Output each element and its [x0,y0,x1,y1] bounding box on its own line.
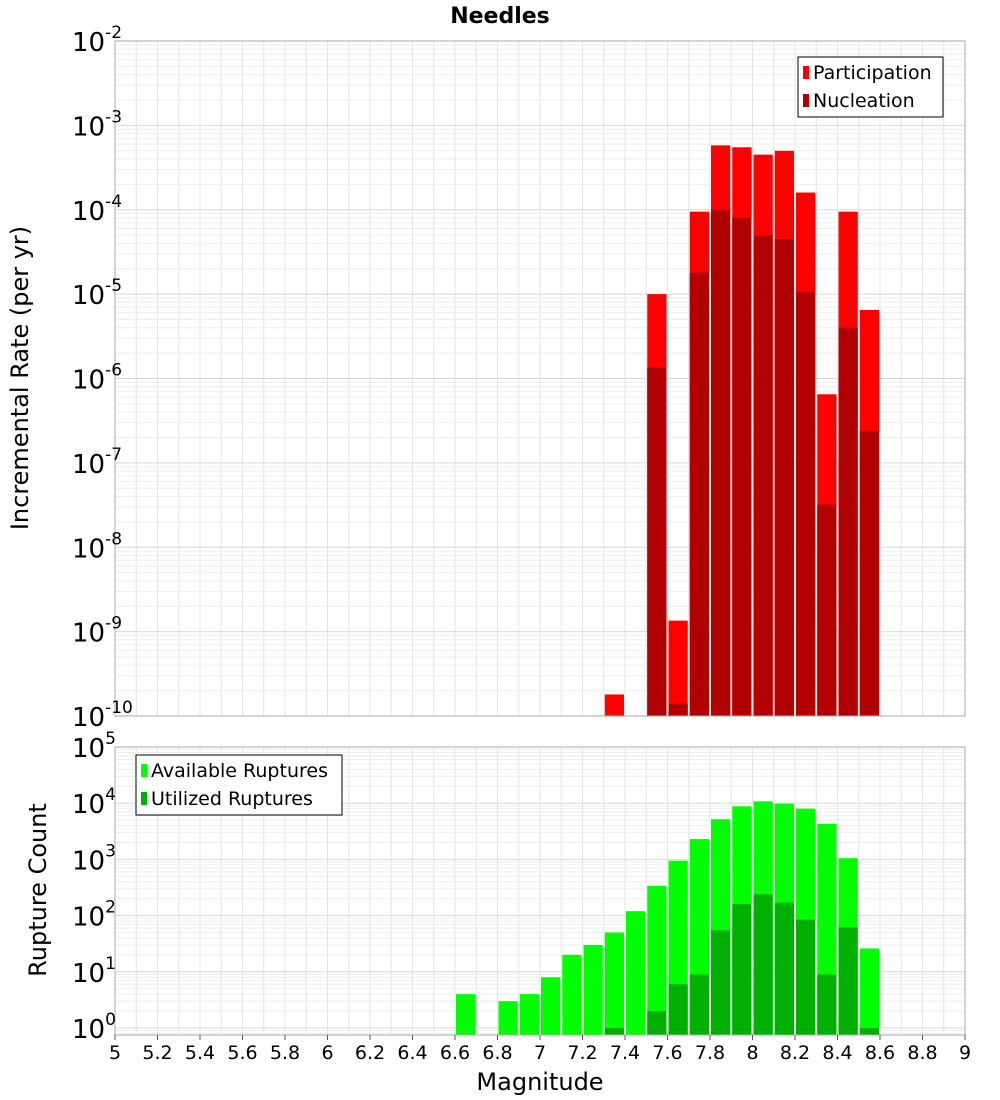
rate-bar [774,239,794,716]
count-bar [753,894,773,1035]
x-tick-label: 6 [321,1042,333,1064]
rate-legend-swatch [803,94,809,107]
rate-bar [668,620,688,716]
rate-y-tick-label: 10-8 [72,529,122,564]
x-tick-label: 7 [534,1042,546,1064]
x-tick-label: 7.8 [695,1042,725,1064]
rate-y-tick-label: 10-5 [72,276,122,311]
count-bar [541,977,561,1035]
rate-bar [732,217,752,716]
count-bar [583,944,603,1035]
count-legend: Available Ruptures Utilized Ruptures [135,754,343,816]
count-bar [817,974,837,1035]
count-bar [859,1027,879,1035]
count-bar [647,885,667,1035]
rate-bar [647,367,667,716]
count-series-secondary [604,894,879,1035]
count-bar [689,974,709,1035]
count-bar [562,954,582,1035]
x-tick-label: 8.2 [780,1042,810,1064]
rate-bar [689,272,709,716]
count-legend-box [135,754,343,816]
rate-series-secondary [647,209,879,716]
x-axis-label: Magnitude [476,1068,603,1096]
rate-legend-label: Participation [813,62,932,84]
rate-bar [838,327,858,716]
count-bar [604,1027,624,1035]
count-legend-swatch [141,764,147,777]
x-tick-label: 7.2 [567,1042,597,1064]
count-y-tick-label: 100 [72,1010,116,1045]
x-tick-label: 8.8 [907,1042,937,1064]
rate-legend-box [797,56,944,118]
count-y-tick-label: 104 [72,785,116,820]
count-bar [838,927,858,1035]
chart-title: Needles [450,4,550,29]
x-tick-label: 7.4 [610,1042,640,1064]
x-tick-label: 6.4 [397,1042,427,1064]
count-bar [456,994,476,1035]
count-bar [668,984,688,1035]
bottom-y-axis-label: Rupture Count [24,803,52,977]
x-tick-label: 8.4 [822,1042,852,1064]
x-tick-labels: 5 5.2 5.4 5.6 5.8 6 6.2 6.4 6.6 6.8 7 7.2 7.4 7.6 7.8 8… [109,1035,971,1064]
count-bar [626,911,646,1035]
count-bar [604,932,624,1035]
top-y-axis-label: Incremental Rate (per yr) [6,226,34,530]
x-tick-label: 6.6 [440,1042,470,1064]
count-bar [519,994,539,1035]
count-legend-label: Utilized Ruptures [151,788,313,810]
rate-y-tick-label: 10-10 [72,698,133,733]
x-tick-label: 5.6 [227,1042,257,1064]
count-bar [732,904,752,1035]
x-tick-label: 6.2 [355,1042,385,1064]
count-bar [796,919,816,1035]
count-legend-swatch [141,792,147,805]
rupture-count-panel: 100 101 102 103 104 105 Available Ruptures Util… [72,729,971,1064]
rate-panel: 10-10 10-9 10-8 10-7 10-6 10-5 10-4 10-3 10-2 Par… [72,23,966,733]
rate-legend-swatch [803,66,809,79]
rate-y-tick-labels: 10-10 10-9 10-8 10-7 10-6 10-5 10-4 10-3 10-2 [72,23,133,733]
count-bar [647,1011,667,1035]
count-y-tick-label: 102 [72,898,116,933]
rate-bar [604,694,624,716]
rate-bar [817,504,837,716]
count-y-tick-label: 103 [72,841,116,876]
count-bar [711,930,731,1035]
count-y-tick-labels: 100 101 102 103 104 105 [72,729,116,1045]
x-tick-label: 6.8 [482,1042,512,1064]
x-tick-label: 5.2 [142,1042,172,1064]
count-y-tick-label: 101 [72,954,116,989]
x-tick-label: 5.8 [270,1042,300,1064]
rate-bar [796,292,816,716]
x-tick-label: 7.6 [652,1042,682,1064]
rate-bars [604,145,879,717]
rate-y-tick-label: 10-2 [72,23,122,58]
rate-bar [859,430,879,716]
x-tick-label: 9 [959,1042,971,1064]
rate-legend: Participation Nucleation [797,56,944,118]
rate-y-tick-label: 10-9 [72,614,122,649]
rate-legend-label: Nucleation [813,90,915,112]
rate-gridlines [114,41,966,717]
rate-y-tick-label: 10-6 [72,361,122,396]
count-bar [859,948,879,1035]
rate-y-tick-label: 10-7 [72,445,122,480]
rate-plot-frame [114,40,966,717]
count-bars [456,801,879,1035]
count-y-tick-label: 105 [72,729,116,764]
rate-y-tick-label: 10-4 [72,192,122,227]
count-bar [774,902,794,1035]
count-bar [498,1001,518,1035]
x-tick-label: 5 [109,1042,121,1064]
rate-bar [753,235,773,716]
x-tick-label: 8 [746,1042,758,1064]
rate-bar [668,703,688,716]
x-tick-label: 8.6 [865,1042,895,1064]
count-legend-label: Available Ruptures [151,760,328,782]
rate-bar [711,209,731,716]
x-tick-label: 5.4 [185,1042,215,1064]
rate-y-tick-label: 10-3 [72,107,122,142]
